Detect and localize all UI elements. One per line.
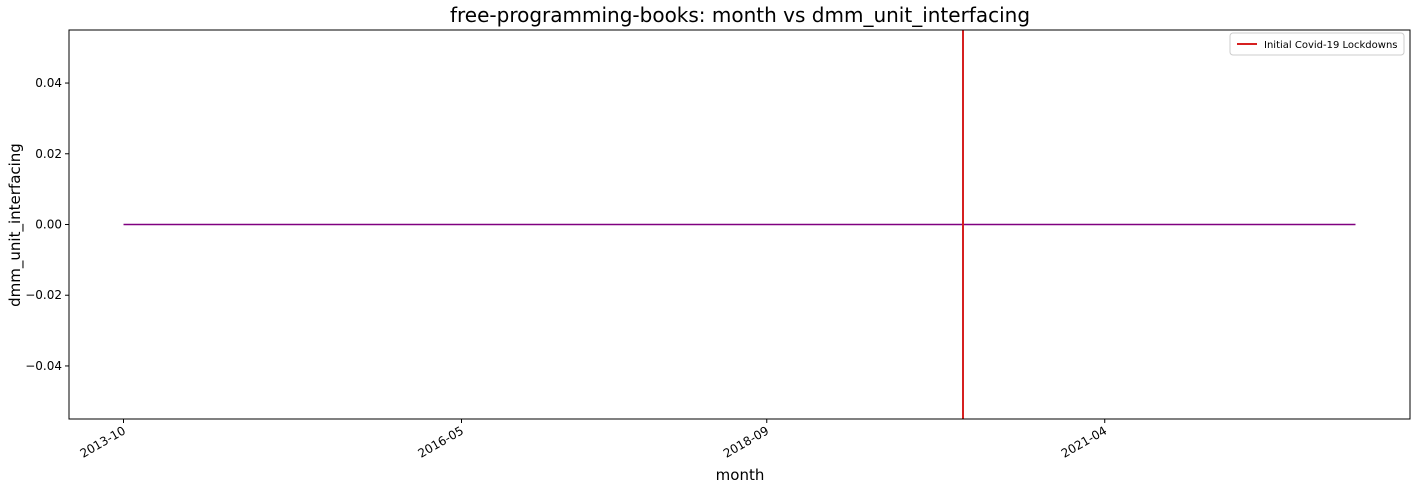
y-tick-label: −0.02 [25,288,62,302]
legend-box [1229,32,1405,56]
x-axis-label: month [716,466,765,484]
axes-frame [68,29,1411,420]
y-tick-label: 0.00 [35,218,62,232]
y-tick-label: 0.02 [35,147,62,161]
chart-title: free-programming-books: month vs dmm_uni… [450,3,1030,27]
y-axis-ticks: 0.04 0.02 0.00 −0.02 −0.04 [25,76,69,373]
y-axis-label: dmm_unit_interfacing [6,143,25,307]
legend-label: Initial Covid-19 Lockdowns [1264,40,1398,51]
plot-content [123,30,1356,419]
y-tick-label: −0.04 [25,359,62,373]
y-tick-label: 0.04 [35,76,62,90]
legend: Initial Covid-19 Lockdowns [1229,32,1405,56]
